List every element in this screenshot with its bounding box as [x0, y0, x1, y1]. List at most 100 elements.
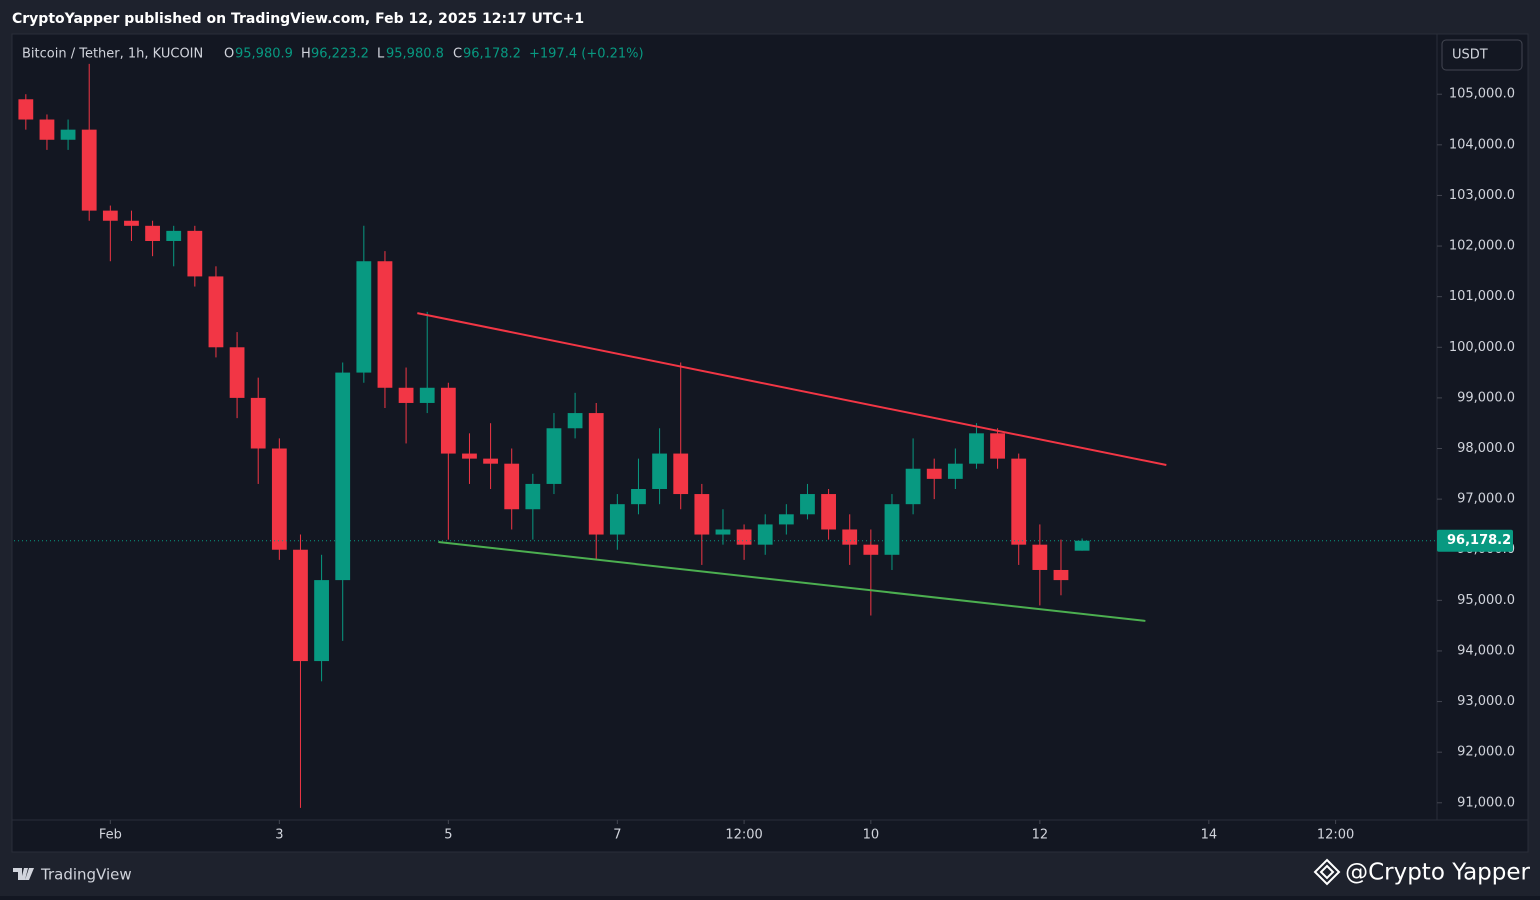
x-tick-label: 7	[613, 828, 621, 843]
legend-label: C	[453, 47, 462, 62]
candle-body	[18, 99, 34, 120]
candle-body	[567, 413, 583, 429]
legend-value: 95,980.8	[386, 47, 444, 62]
candle-body	[800, 494, 815, 515]
y-tick-label: 93,000.0	[1457, 694, 1515, 709]
x-tick-label: 5	[444, 828, 452, 843]
candle-body	[546, 428, 562, 484]
y-tick-label: 99,000.0	[1457, 390, 1515, 405]
candle-body	[673, 453, 689, 495]
legend-value: 96,178.2	[463, 47, 521, 62]
trend-line	[417, 312, 1167, 466]
candle-body	[187, 230, 203, 277]
y-tick-label: 104,000.0	[1449, 137, 1515, 152]
legend-label: O	[224, 47, 234, 62]
candle-body	[314, 580, 329, 662]
candle-body	[652, 453, 667, 489]
candle-body	[905, 468, 921, 505]
candle-body	[631, 488, 646, 505]
y-tick-label: 94,000.0	[1457, 643, 1515, 658]
candle-body	[271, 448, 287, 550]
y-tick-label: 102,000.0	[1449, 239, 1515, 254]
y-tick-label: 92,000.0	[1457, 745, 1515, 760]
currency[interactable]: USDT	[1452, 48, 1488, 63]
legend-label: L	[377, 47, 385, 62]
plot-panel	[11, 33, 1529, 853]
plot-area: 91,000.0 92,000.0 93,000.0 94,000.0 95,000.0…	[14, 63, 1515, 843]
candle-body	[1011, 458, 1027, 545]
symbol: Bitcoin / Tether, 1h, KUCOIN	[22, 47, 203, 62]
candle-body	[884, 504, 900, 555]
candle-body	[166, 230, 182, 241]
candle-body	[60, 129, 76, 140]
x-tick-label: 12:00	[725, 828, 762, 843]
candle-body	[969, 433, 984, 464]
candle-body	[124, 220, 139, 226]
y-tick-label: 97,000.0	[1457, 492, 1515, 507]
x-tick-label: 10	[863, 828, 880, 843]
trend-line	[438, 540, 1146, 622]
currency-button[interactable]	[1441, 39, 1523, 71]
candle-body	[609, 504, 625, 535]
y-tick-label: 103,000.0	[1449, 188, 1515, 203]
legend-value: 96,223.2	[311, 47, 369, 62]
tv-logo: TradingView	[13, 866, 132, 884]
candle-body	[145, 225, 160, 241]
watermark-group: @Crypto Yapper	[1313, 858, 1531, 886]
legend-value: 95,980.9	[235, 47, 293, 62]
legend-change: +197.4 (+0.21%)	[529, 47, 644, 62]
y-tick-label: 95,000.0	[1457, 593, 1515, 608]
brand: TradingView	[40, 866, 132, 884]
candle-body	[229, 347, 245, 398]
watermark: @Crypto Yapper	[1345, 860, 1530, 886]
candle-body	[81, 129, 97, 211]
candle-body	[462, 453, 477, 459]
candle-body	[778, 514, 794, 525]
candle-body	[208, 276, 224, 348]
candle-body	[504, 463, 520, 510]
watermark-icon	[1313, 858, 1341, 886]
y-tick-label: 98,000.0	[1457, 441, 1515, 456]
candle-body	[39, 119, 55, 140]
candle-body	[250, 397, 266, 449]
candle-body	[525, 483, 541, 510]
candle-body	[1032, 544, 1048, 570]
x-tick-label: 12:00	[1317, 828, 1354, 843]
candle-body	[821, 494, 836, 530]
candle-body	[1053, 569, 1069, 581]
y-tick-label: 100,000.0	[1449, 340, 1515, 355]
candle-body	[947, 463, 963, 479]
candle-body	[356, 261, 372, 373]
candle-body	[335, 372, 351, 581]
candle-body	[757, 524, 773, 545]
candle-body	[990, 433, 1005, 459]
candle-body	[926, 468, 942, 479]
last-price-tag	[1437, 529, 1513, 552]
y-tick-label: 91,000.0	[1457, 795, 1515, 810]
candle-body	[440, 387, 456, 454]
x-tick-label: 14	[1201, 828, 1218, 843]
logo-mark	[13, 868, 34, 880]
x-tick-label: 12	[1032, 828, 1049, 843]
candle-body	[842, 529, 858, 545]
candle-body	[419, 387, 435, 403]
candle-body	[377, 261, 393, 388]
legend-label: H	[301, 47, 311, 62]
candle-body	[863, 544, 879, 555]
published-note: CryptoYapper published on TradingView.co…	[12, 11, 584, 27]
candle-body	[293, 549, 308, 662]
x-tick-label: Feb	[99, 828, 122, 843]
ohlc-legend: O 95,980.9 H 96,223.2 L 95,980.8 C 96,17…	[224, 47, 644, 62]
candle-body	[483, 458, 498, 464]
candle-body	[694, 494, 710, 535]
y-tick-label: 105,000.0	[1449, 87, 1515, 102]
candle-body	[715, 529, 731, 535]
candle-body	[736, 529, 752, 545]
candle-body	[1074, 540, 1090, 551]
candle-body	[588, 413, 604, 535]
x-tick-label: 3	[275, 828, 283, 843]
candle-body	[398, 387, 414, 403]
last-price-label: 96,178.2	[1447, 533, 1511, 548]
